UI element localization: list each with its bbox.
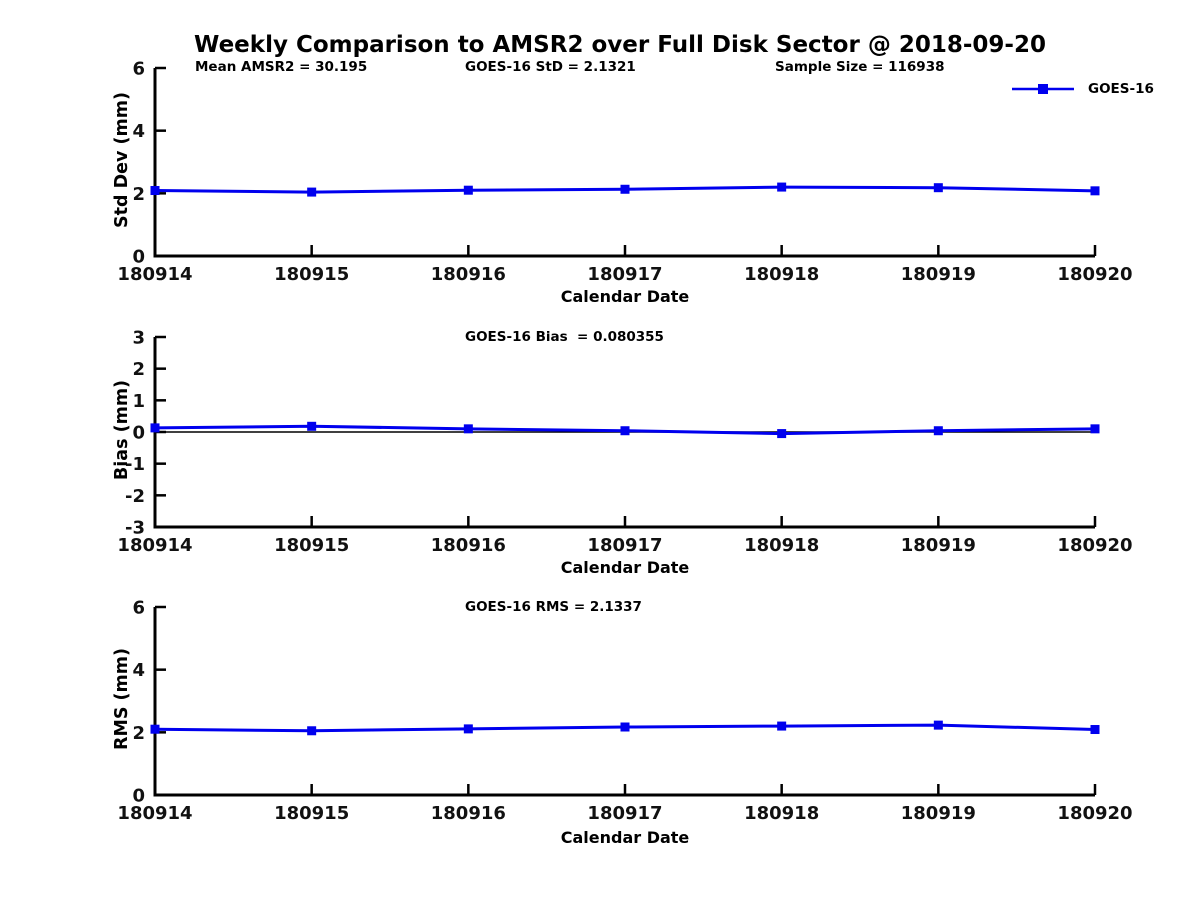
data-marker [307,421,317,431]
x-tick-label: 180919 [901,535,976,556]
x-tick-label: 180914 [117,264,192,285]
y-axis-label-bias: Bias (mm) [112,379,132,481]
x-tick-label: 180918 [744,535,819,556]
annotation-goes16-std: GOES-16 StD = 2.1321 [465,59,636,75]
data-marker [933,720,943,730]
x-tick-label: 180915 [274,803,349,824]
y-tick-label: 4 [132,121,145,142]
y-axis-label-rms: RMS (mm) [112,647,132,751]
y-tick-label: 2 [132,359,145,380]
data-marker [1090,424,1100,434]
data-marker [150,423,160,433]
subplot-rms: 0 2 4 6 180914 180915 180916 180917 180918 180919… [117,598,1132,825]
data-marker [777,721,787,731]
data-marker [620,722,630,732]
data-marker [307,187,317,197]
data-marker [933,183,943,193]
chart-title: Weekly Comparison to AMSR2 over Full Dis… [194,32,1046,58]
x-tick-label: 180914 [117,803,192,824]
data-marker [620,184,630,194]
x-tick-label: 180918 [744,264,819,285]
axis-spines [153,68,1095,258]
axis-spines [153,607,1095,797]
legend-line-marker-icon [1012,84,1074,94]
data-marker [777,182,787,192]
y-tick-label: 1 [132,391,145,412]
y-tick-label: -1 [125,454,145,475]
subplot-std-dev: 0 2 4 6 180914 180915 180916 180917 180918 180919… [117,59,1132,286]
legend-label: GOES-16 [1088,81,1154,97]
legend: GOES-16 [1012,81,1154,97]
x-tick-label: 180917 [587,264,662,285]
data-marker [933,426,943,436]
data-marker [150,186,160,196]
data-marker [307,726,317,736]
annotation-mean-amsr2: Mean AMSR2 = 30.195 [195,59,368,75]
y-tick-label: -3 [125,518,145,539]
x-tick-label: 180917 [587,803,662,824]
annotation-goes16-bias: GOES-16 Bias = 0.080355 [465,329,664,345]
data-marker [1090,725,1100,735]
y-tick-label: -2 [125,486,145,507]
x-tick-label: 180914 [117,535,192,556]
y-tick-label: 0 [132,247,145,268]
x-tick-label: 180916 [431,535,506,556]
x-tick-label: 180916 [431,264,506,285]
legend-marker [1038,84,1048,94]
data-marker [620,426,630,436]
data-marker [1090,186,1100,196]
y-tick-label: 6 [132,598,145,619]
x-tick-label: 180919 [901,803,976,824]
subplot-bias: -3 -2 -1 0 1 2 3 180914 180915 180916 180917 180918… [117,328,1132,557]
data-marker [150,724,160,734]
y-tick-label: 2 [132,723,145,744]
annotation-goes16-rms: GOES-16 RMS = 2.1337 [465,599,642,615]
x-tick-label: 180918 [744,803,819,824]
annotation-sample-size: Sample Size = 116938 [775,59,945,75]
x-tick-label: 180919 [901,264,976,285]
y-tick-label: 3 [132,328,145,349]
x-tick-label: 180917 [587,535,662,556]
x-axis-label-subplot1: Calendar Date [560,287,690,306]
x-axis-label-subplot3: Calendar Date [560,828,690,847]
x-tick-label: 180920 [1057,803,1132,824]
x-tick-label: 180915 [274,535,349,556]
y-tick-label: 2 [132,184,145,205]
data-marker [463,424,473,434]
y-axis-label-std-dev: Std Dev (mm) [112,92,132,228]
y-tick-label: 0 [132,423,145,444]
x-tick-label: 180915 [274,264,349,285]
y-tick-label: 4 [132,660,145,681]
data-marker [463,724,473,734]
y-tick-label: 0 [132,786,145,807]
x-tick-label: 180920 [1057,535,1132,556]
data-marker [777,429,787,439]
x-axis-label-subplot2: Calendar Date [560,558,690,577]
x-tick-label: 180920 [1057,264,1132,285]
y-tick-label: 6 [132,59,145,80]
x-tick-label: 180916 [431,803,506,824]
data-marker [463,185,473,195]
